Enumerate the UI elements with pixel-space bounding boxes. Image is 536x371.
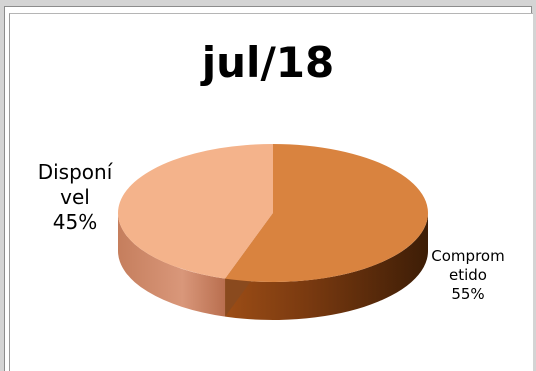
- data-label-disponivel-percent: 45%: [52, 210, 98, 234]
- pie-slice-disponivel: [118, 144, 273, 279]
- data-label-comprometido-line2: etido: [449, 265, 487, 284]
- chart-title: jul/18: [201, 38, 335, 87]
- data-label-disponivel-line1: Disponí: [37, 160, 113, 184]
- data-label-disponivel-line2: vel: [60, 185, 90, 209]
- pie-slice-comprometido: [225, 144, 429, 282]
- pie-side-disponivel: [118, 213, 226, 317]
- data-label-comprometido: Comprom etido 55%: [420, 247, 516, 303]
- data-label-disponivel: Disponí vel 45%: [28, 160, 122, 235]
- data-label-comprometido-percent: 55%: [451, 284, 485, 303]
- data-label-comprometido-line1: Comprom: [431, 247, 505, 265]
- pie-side-comprometido: [225, 213, 428, 320]
